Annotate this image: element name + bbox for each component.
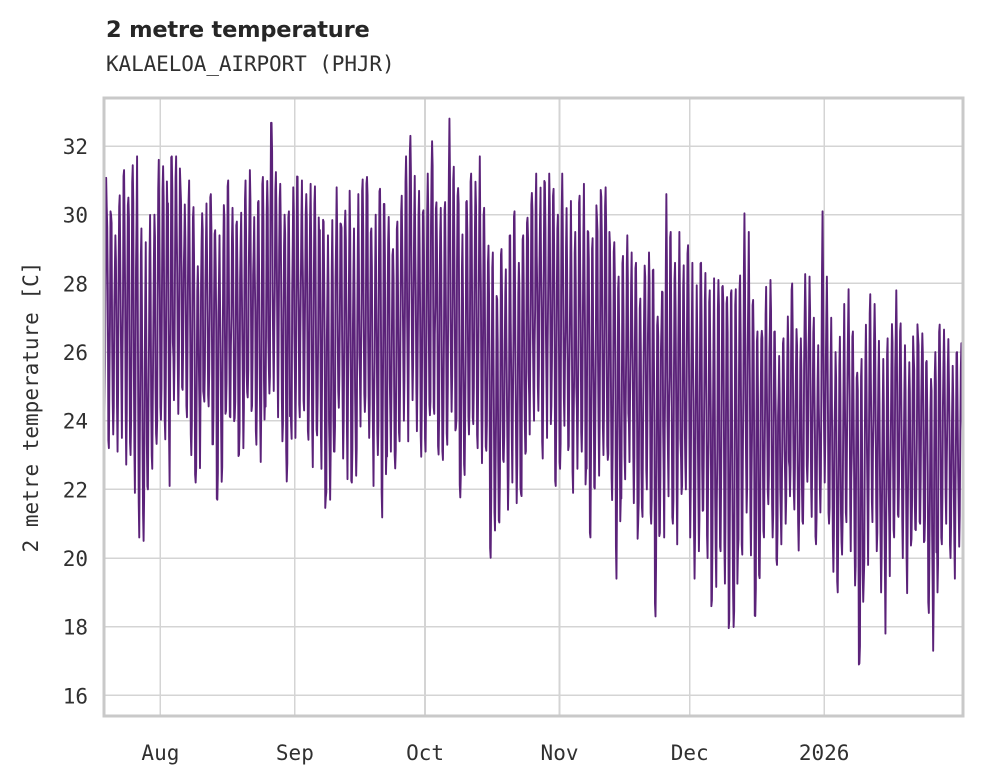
y-axis-tick-label: 18	[63, 616, 88, 640]
y-axis-tick-label: 22	[63, 478, 88, 502]
x-axis-tick-label: Nov	[541, 741, 579, 765]
x-axis-tick-labels: Aug Sep Oct Nov Dec 2026	[141, 741, 849, 765]
y-axis-tick-label: 16	[63, 684, 88, 708]
y-axis-tick-label: 26	[63, 341, 88, 365]
temperature-series-line	[104, 117, 963, 666]
plot-border	[102, 96, 965, 718]
x-axis-tick-label: Sep	[276, 741, 314, 765]
x-axis-tick-label: Aug	[141, 741, 179, 765]
y-axis-tick-label: 24	[63, 410, 88, 434]
y-axis-tick-label: 20	[63, 547, 88, 571]
chart-subtitle: KALAELOA_AIRPORT (PHJR)	[106, 52, 395, 76]
y-axis-label: 2 metre temperature [C]	[19, 262, 43, 553]
y-axis-tick-label: 32	[63, 135, 88, 159]
y-axis-tick-labels: 16 18 20 22 24 26 28 30 32	[63, 135, 88, 708]
y-axis-title: 2 metre temperature [C]	[19, 262, 43, 553]
x-axis-tick-label: Dec	[671, 741, 709, 765]
chart-title: 2 metre temperature	[106, 17, 370, 43]
x-axis-tick-label: Oct	[406, 741, 444, 765]
y-axis-tick-label: 28	[63, 272, 88, 296]
x-axis-tick-label: 2026	[799, 741, 850, 765]
data-series-layer	[104, 117, 963, 666]
y-axis-tick-label: 30	[63, 204, 88, 228]
